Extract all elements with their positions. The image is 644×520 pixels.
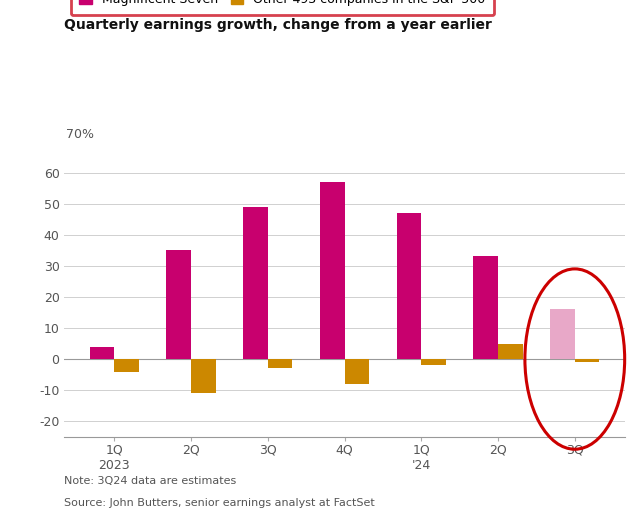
Bar — [575, 359, 600, 362]
Bar — [421, 359, 446, 365]
Bar — [114, 359, 139, 371]
Text: 70%: 70% — [66, 128, 94, 141]
Bar — [320, 182, 345, 359]
Bar — [550, 309, 575, 359]
Bar — [167, 250, 191, 359]
Bar — [191, 359, 216, 393]
Bar — [473, 256, 498, 359]
Bar — [268, 359, 292, 368]
Bar — [397, 213, 421, 359]
Text: Note: 3Q24 data are estimates: Note: 3Q24 data are estimates — [64, 476, 236, 486]
Bar — [345, 359, 369, 384]
Legend: Magnificent Seven, Other 493 companies in the S&P 500: Magnificent Seven, Other 493 companies i… — [71, 0, 494, 15]
Bar — [243, 207, 268, 359]
Bar — [90, 347, 114, 359]
Bar — [498, 344, 522, 359]
Text: Quarterly earnings growth, change from a year earlier: Quarterly earnings growth, change from a… — [64, 18, 492, 32]
Text: Source: John Butters, senior earnings analyst at FactSet: Source: John Butters, senior earnings an… — [64, 498, 375, 508]
